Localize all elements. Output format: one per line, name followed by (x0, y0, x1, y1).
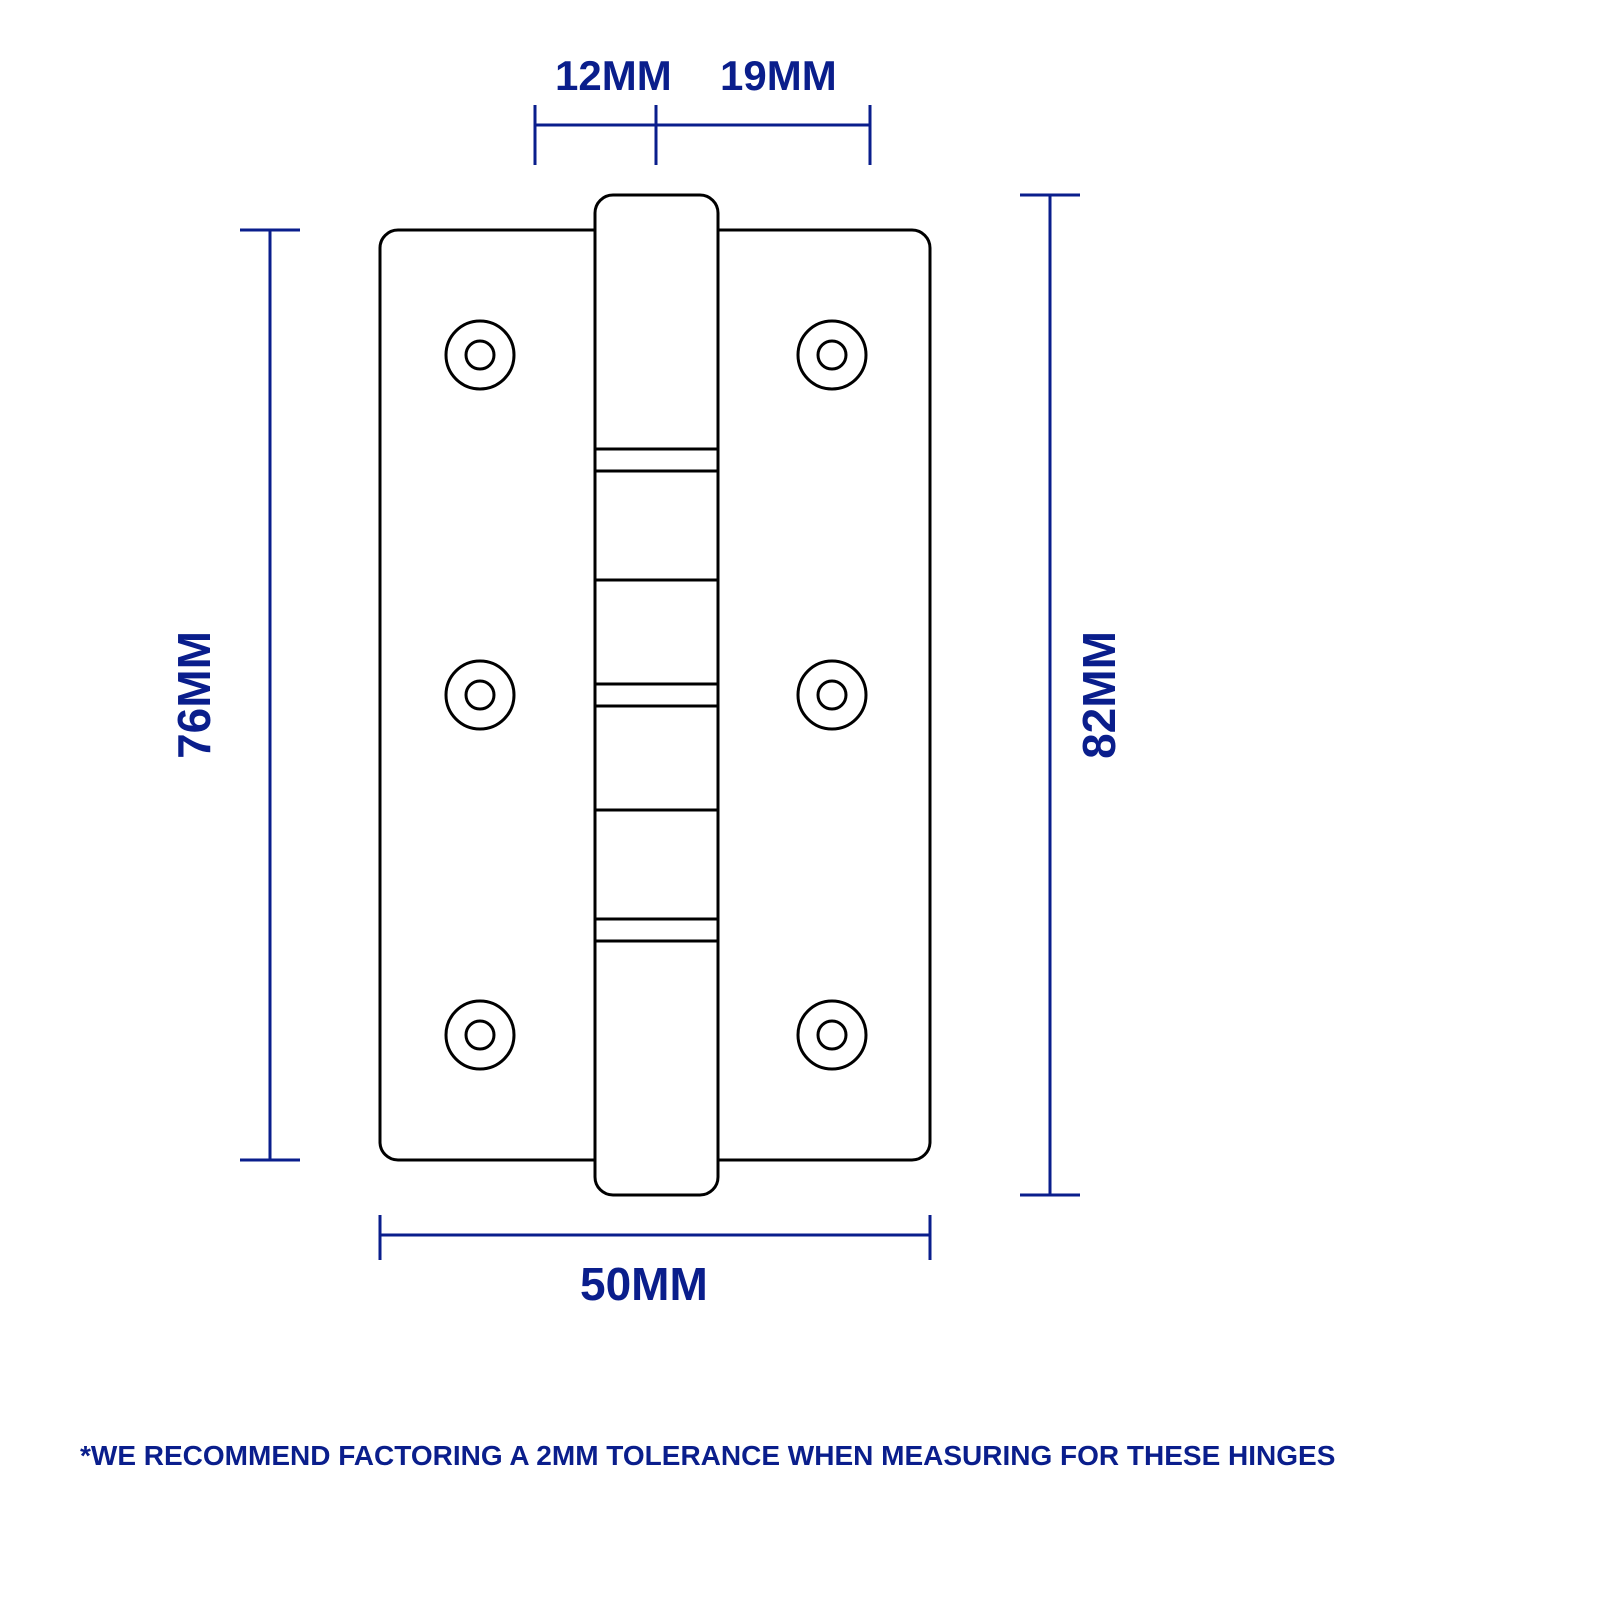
dim-50mm-label: 50MM (580, 1258, 708, 1310)
hinge-diagram: 12MM 19MM 50MM 76MM 82MM (0, 0, 1600, 1600)
dim-12mm-label: 12MM (555, 52, 672, 99)
dim-19mm-label: 19MM (720, 52, 837, 99)
hinge-knuckle (595, 195, 718, 1195)
dim-76mm-label: 76MM (168, 631, 220, 759)
dim-82mm-label: 82MM (1073, 631, 1125, 759)
footnote-text: *WE RECOMMEND FACTORING A 2MM TOLERANCE … (0, 1440, 1600, 1472)
footnote-wrap: *WE RECOMMEND FACTORING A 2MM TOLERANCE … (0, 1440, 1600, 1472)
